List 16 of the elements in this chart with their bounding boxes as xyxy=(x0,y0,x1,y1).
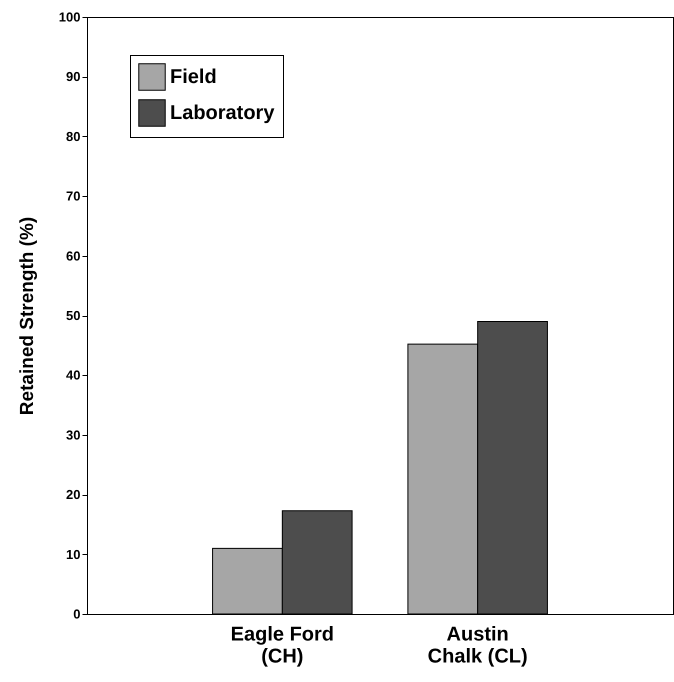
x-tick-label: Eagle Ford (CH) xyxy=(230,624,334,668)
y-tick-label: 30 xyxy=(66,427,80,442)
legend-label: Laboratory xyxy=(170,102,276,124)
y-axis-title: Retained Strength (%) xyxy=(16,216,38,416)
x-tick-label: Austin Chalk (CL) xyxy=(428,624,528,668)
y-tick-label: 100 xyxy=(58,10,80,24)
y-tick-label: 90 xyxy=(66,69,80,84)
y-tick-label: 0 xyxy=(73,606,80,622)
y-tick-label: 20 xyxy=(66,487,80,502)
y-tick-label: 10 xyxy=(66,546,80,562)
y-tick-label: 80 xyxy=(66,128,80,144)
y-tick-label: 40 xyxy=(66,368,80,383)
legend-label: Field xyxy=(170,66,217,88)
y-tick-label: 50 xyxy=(66,308,80,323)
y-tick-label: 70 xyxy=(66,188,80,204)
y-tick-label: 60 xyxy=(66,248,80,264)
